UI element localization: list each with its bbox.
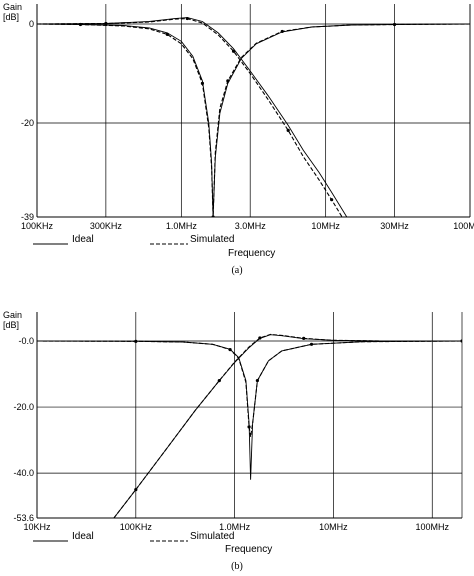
- lowpass-data-point: [286, 128, 290, 132]
- x-tick-label: 1.0MHz: [166, 221, 198, 231]
- x-tick-label: 300KHz: [90, 221, 123, 231]
- y-tick-label: 0: [29, 19, 34, 29]
- y-axis-unit: [dB]: [3, 320, 19, 330]
- legend: Ideal Simulated: [33, 234, 234, 245]
- x-tick-label: 1.0MHz: [219, 522, 251, 532]
- notch-data-point: [165, 32, 169, 36]
- panel-caption: (b): [231, 561, 243, 572]
- y-tick-label: -0.0: [18, 336, 34, 346]
- notch-data-point: [134, 339, 138, 343]
- highpass-data-point: [134, 488, 138, 492]
- curves: [37, 333, 462, 518]
- notch-data-point: [309, 342, 314, 346]
- x-tick-label: 3.0MHz: [235, 221, 267, 231]
- x-tick-label: 10MHz: [319, 522, 348, 532]
- notch-simulated-series: [37, 23, 470, 217]
- lowpass-ideal-series: [37, 17, 348, 217]
- lowpass-data-point: [231, 49, 236, 53]
- y-tick-label: -53.6: [13, 513, 34, 523]
- y-tick-label: -40.0: [13, 468, 34, 478]
- highpass-ideal-series: [113, 334, 462, 518]
- notch-data-point: [255, 379, 259, 383]
- y-tick-label: -39: [21, 212, 34, 222]
- x-tick-label: 30MHz: [380, 221, 409, 231]
- y-axis-label: Gain: [3, 2, 22, 12]
- notch-data-point: [280, 29, 284, 34]
- highpass-data-point: [258, 336, 262, 340]
- y-tick-label: -20.0: [13, 402, 34, 412]
- notch-data-point: [228, 347, 232, 352]
- x-axis-label: Frequency: [225, 544, 272, 555]
- notch-data-point: [392, 22, 397, 27]
- legend: Ideal Simulated: [33, 531, 234, 542]
- lowpass-data-point: [185, 16, 189, 21]
- highpass-data-point: [217, 379, 221, 383]
- x-tick-label: 10KHz: [23, 522, 51, 532]
- highpass-data-point: [302, 336, 306, 340]
- notch-data-point: [247, 425, 251, 429]
- panel-caption: (a): [231, 265, 242, 276]
- x-axis-label: Frequency: [228, 248, 275, 259]
- notch-ideal-series: [37, 340, 462, 480]
- notch-simulated-series: [37, 340, 462, 437]
- notch-data-point: [200, 81, 205, 85]
- notch-data-point: [211, 215, 215, 217]
- highpass-data-point: [460, 339, 462, 343]
- lowpass-data-point: [330, 198, 334, 202]
- x-tick-label: 100KHz: [21, 221, 54, 231]
- x-tick-label: 100MHz: [415, 522, 449, 532]
- y-tick-label: -20: [21, 118, 34, 128]
- y-axis-unit: [dB]: [3, 12, 19, 22]
- legend-ideal-label: Ideal: [72, 531, 94, 542]
- chart-panel-b: 10KHz 100KHz 1.0MHz 10MHz 100MHz -0.0 -20.0 -40…: [3, 310, 463, 572]
- legend-simulated-label: Simulated: [190, 531, 234, 542]
- lowpass-simulated-series: [37, 18, 343, 217]
- chart-panel-a: 100KHz 300KHz 1.0MHz 3.0MHz 10MHz 30MHz 100MHz…: [3, 2, 474, 276]
- notch-data-point: [226, 79, 230, 83]
- curves: [37, 16, 470, 217]
- notch-ideal-series: [37, 23, 470, 217]
- legend-ideal-label: Ideal: [72, 234, 94, 245]
- legend-simulated-label: Simulated: [190, 234, 234, 245]
- x-tick-label: 100KHz: [120, 522, 153, 532]
- highpass-simulated-series: [113, 333, 462, 518]
- y-axis-label: Gain: [3, 310, 22, 320]
- lowpass-data-point: [104, 21, 108, 26]
- x-tick-label: 100MHz: [453, 221, 474, 231]
- x-tick-label: 10MHz: [311, 221, 340, 231]
